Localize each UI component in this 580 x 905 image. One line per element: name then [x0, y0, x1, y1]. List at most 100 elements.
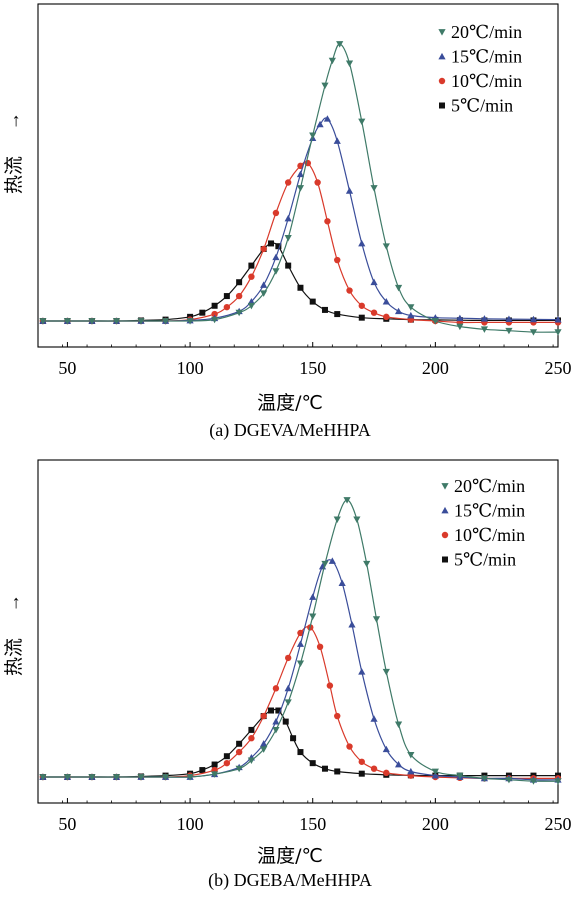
legend-marker — [438, 77, 446, 85]
data-point — [211, 310, 218, 318]
legend-label: 20℃/min — [454, 476, 525, 496]
data-point — [112, 318, 121, 325]
data-point — [211, 302, 218, 309]
data-point — [297, 284, 304, 291]
data-point — [296, 640, 305, 647]
data-point — [321, 306, 328, 313]
data-point — [394, 284, 403, 292]
data-point — [358, 770, 365, 777]
data-point — [296, 660, 305, 668]
data-point — [456, 314, 464, 322]
data-point — [333, 516, 341, 523]
data-point — [370, 185, 378, 192]
data-point — [480, 326, 489, 333]
data-point — [346, 743, 353, 750]
x-tick-label: 50 — [58, 814, 76, 834]
x-tick-label: 150 — [299, 814, 326, 834]
data-point — [39, 774, 47, 781]
series-5℃/min — [39, 707, 561, 780]
data-point — [358, 118, 366, 126]
legend-label: 20℃/min — [451, 22, 522, 42]
data-point — [328, 557, 336, 564]
data-point — [223, 759, 231, 767]
x-tick-label: 200 — [422, 814, 449, 834]
data-point — [296, 170, 305, 178]
x-tick-label: 150 — [299, 358, 326, 378]
data-point — [358, 314, 365, 321]
series-20℃/min — [39, 497, 562, 785]
legend-label: 15℃/min — [454, 501, 525, 521]
data-point — [372, 616, 381, 623]
data-point — [137, 318, 145, 325]
chart-panel-b: 50 100 150 200 250 热流 → 20℃/min 15℃/min 10℃/min 5℃… — [0, 452, 580, 900]
data-point — [345, 60, 354, 67]
data-point — [370, 278, 378, 286]
y-axis-arrow: → — [3, 594, 23, 612]
data-point — [309, 760, 316, 767]
data-point — [407, 767, 415, 775]
legend-marker — [438, 52, 446, 60]
caption-a: (a) DGEVA/MeHHPA — [209, 420, 371, 440]
data-point — [248, 273, 255, 280]
legend-label: 10℃/min — [454, 525, 525, 545]
data-point — [235, 292, 243, 300]
data-point — [316, 120, 324, 128]
plot-frame — [37, 459, 559, 804]
data-point — [88, 318, 96, 325]
x-tick-label: 100 — [177, 814, 204, 834]
data-point — [314, 179, 321, 186]
data-point — [260, 746, 268, 753]
data-point — [324, 218, 331, 225]
data-point — [272, 685, 280, 692]
data-point — [284, 654, 292, 662]
data-point — [505, 315, 513, 322]
data-point — [63, 774, 72, 781]
x-tick-label: 250 — [545, 358, 572, 378]
data-point — [223, 293, 230, 300]
data-point — [321, 560, 329, 568]
data-point — [382, 298, 390, 305]
data-point — [554, 316, 562, 323]
data-point — [480, 775, 489, 782]
data-point — [161, 318, 170, 325]
data-point — [334, 311, 341, 318]
x-tick-label: 250 — [545, 814, 572, 834]
data-point — [211, 316, 219, 324]
series-line — [42, 708, 558, 778]
data-point — [272, 209, 280, 217]
data-point — [480, 315, 489, 322]
series-10℃/min — [39, 624, 562, 782]
data-point — [199, 767, 206, 774]
data-point — [407, 751, 415, 759]
data-point — [63, 318, 72, 325]
data-point — [334, 768, 341, 775]
chart-a: 50 100 150 200 250 热流 → 20℃/min 15℃/min 10℃/min 5℃… — [3, 3, 572, 378]
data-point — [39, 318, 47, 325]
data-point — [358, 668, 366, 675]
series-line — [42, 625, 558, 780]
data-point — [456, 323, 464, 331]
data-point — [223, 753, 230, 760]
data-point — [211, 771, 219, 778]
data-point — [186, 774, 194, 781]
data-point — [370, 309, 378, 316]
data-point — [345, 187, 354, 194]
data-point — [382, 745, 390, 753]
data-point — [431, 772, 439, 779]
data-point — [247, 298, 255, 305]
chart-b: 50 100 150 200 250 热流 → 20℃/min 15℃/min 10℃/min 5℃… — [3, 459, 572, 834]
data-point — [323, 115, 332, 122]
data-point — [275, 707, 282, 714]
data-point — [505, 327, 513, 335]
data-point — [338, 579, 346, 586]
data-point — [285, 262, 292, 269]
legend-marker — [439, 102, 445, 109]
data-point — [554, 778, 562, 785]
data-point — [236, 740, 243, 747]
data-point — [235, 765, 243, 773]
legend-marker — [438, 29, 446, 36]
data-point — [247, 302, 255, 310]
series-line — [42, 242, 558, 322]
data-point — [268, 240, 275, 247]
x-tick-label: 50 — [58, 358, 76, 378]
